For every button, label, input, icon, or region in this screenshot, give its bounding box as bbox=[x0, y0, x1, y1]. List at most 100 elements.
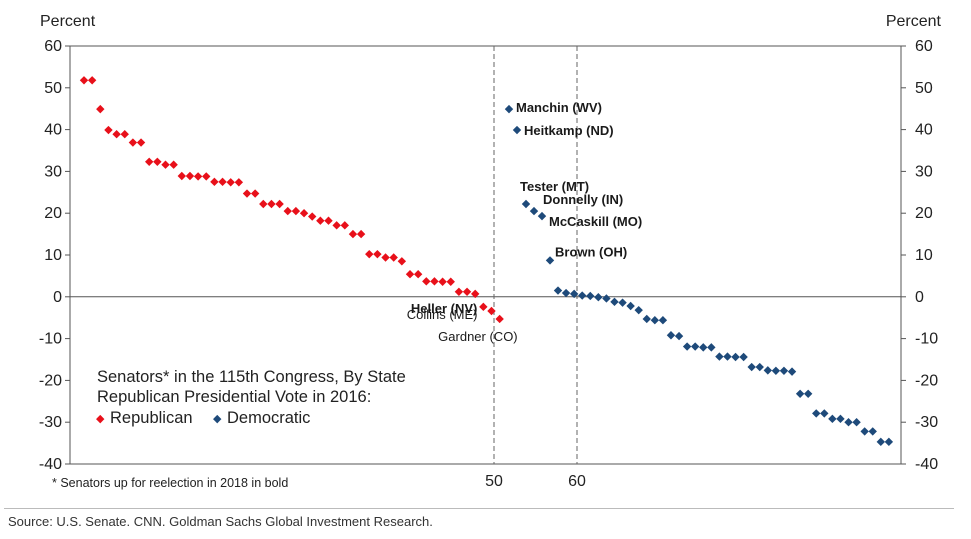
republican-point bbox=[389, 253, 398, 262]
republican-point bbox=[275, 199, 284, 209]
republican-point bbox=[316, 216, 325, 225]
senator-label: Tester (MT) bbox=[520, 179, 589, 194]
democratic-point bbox=[512, 125, 522, 135]
republican-point bbox=[340, 221, 349, 230]
right-tick-label: 20 bbox=[915, 205, 933, 222]
legend-democratic-label: Democratic bbox=[227, 409, 310, 427]
left-tick-label: 0 bbox=[53, 289, 62, 306]
left-tick-label: -20 bbox=[39, 372, 62, 389]
democratic-point bbox=[529, 206, 539, 216]
republican-point bbox=[299, 209, 309, 218]
senator-label: Heller (NV) bbox=[411, 301, 477, 316]
democratic-point bbox=[602, 294, 611, 303]
legend-democratic-marker: ◆ bbox=[213, 413, 222, 425]
republican-point bbox=[250, 189, 260, 198]
republican-point bbox=[145, 157, 154, 166]
republican-point bbox=[438, 277, 447, 286]
right-tick-label: -10 bbox=[915, 331, 938, 348]
left-tick-label: -30 bbox=[39, 414, 62, 431]
democratic-point bbox=[771, 366, 781, 375]
democratic-point bbox=[545, 256, 555, 265]
republican-point bbox=[161, 160, 170, 169]
republican-point bbox=[259, 199, 268, 209]
democratic-point bbox=[618, 298, 627, 307]
republican-point bbox=[430, 277, 439, 286]
republican-point bbox=[308, 212, 317, 221]
democratic-point bbox=[731, 352, 740, 362]
left-tick-label: 60 bbox=[44, 38, 62, 55]
republican-point bbox=[136, 138, 146, 147]
democratic-point bbox=[884, 437, 894, 447]
legend-title-line2: Republican Presidential Vote in 2016: bbox=[97, 388, 371, 406]
republican-point bbox=[405, 270, 415, 279]
democratic-point bbox=[658, 316, 668, 325]
senator-labels: Manchin (WV) Heitkamp (ND) Tester (MT)Donn… bbox=[407, 100, 642, 344]
democratic-point bbox=[715, 352, 724, 361]
democratic-point bbox=[610, 297, 619, 307]
republican-point bbox=[462, 287, 472, 296]
democratic-point bbox=[699, 343, 708, 352]
democratic-point bbox=[852, 418, 861, 427]
republican-point bbox=[128, 138, 138, 147]
republican-point bbox=[422, 277, 431, 286]
right-tick-label: 10 bbox=[915, 247, 933, 264]
republican-point bbox=[324, 216, 333, 225]
republican-point bbox=[495, 314, 504, 324]
left-tick-label: 40 bbox=[44, 122, 62, 139]
republican-point bbox=[397, 257, 407, 266]
senator-label: Donnelly (IN) bbox=[543, 192, 623, 207]
right-tick-label: 60 bbox=[915, 38, 933, 55]
republican-point bbox=[226, 178, 235, 187]
republican-point bbox=[202, 172, 211, 181]
democratic-point bbox=[537, 211, 547, 221]
republican-point bbox=[177, 171, 186, 181]
republican-point bbox=[79, 76, 89, 85]
republican-point bbox=[446, 277, 455, 286]
democratic-point bbox=[812, 409, 821, 418]
republican-point bbox=[112, 129, 121, 139]
senator-label: Collins (ME) bbox=[407, 307, 478, 322]
senator-label: McCaskill (MO) bbox=[549, 214, 642, 229]
democratic-point bbox=[844, 418, 853, 427]
republican-point bbox=[348, 229, 358, 239]
right-tick-label: 0 bbox=[915, 289, 924, 306]
democratic-point bbox=[594, 293, 603, 302]
democratic-point bbox=[763, 366, 773, 375]
footnote: * Senators up for reelection in 2018 in … bbox=[52, 476, 288, 490]
democratic-point bbox=[779, 366, 789, 375]
democratic-point bbox=[747, 362, 756, 372]
republican-point bbox=[218, 177, 227, 187]
left-tick-label: -40 bbox=[39, 456, 62, 473]
democratic-point bbox=[634, 305, 643, 315]
democratic-point bbox=[739, 352, 748, 362]
senator-label: Brown (OH) bbox=[555, 244, 627, 259]
republican-point bbox=[283, 206, 292, 216]
right-tick-label: -40 bbox=[915, 456, 938, 473]
democratic-point bbox=[650, 316, 660, 325]
republican-point bbox=[242, 189, 252, 198]
source-divider bbox=[4, 508, 954, 509]
republican-point bbox=[120, 129, 129, 139]
x-tick-label: 50 bbox=[485, 473, 503, 490]
left-axis: 60 50 40 30 20 10 0 -10 -20 -30 -40 bbox=[39, 38, 70, 473]
democratic-point bbox=[553, 286, 563, 295]
left-axis-title: Percent bbox=[40, 13, 96, 30]
democratic-point bbox=[876, 437, 885, 447]
x-tick-label: 60 bbox=[568, 473, 586, 490]
democratic-point bbox=[723, 352, 732, 361]
senator-label: Heitkamp (ND) bbox=[524, 123, 614, 138]
democratic-point bbox=[642, 314, 651, 324]
republican-point bbox=[479, 302, 488, 312]
democratic-point bbox=[521, 199, 531, 209]
democratic-point bbox=[820, 409, 829, 418]
republican-point bbox=[471, 289, 480, 299]
republican-point bbox=[185, 171, 195, 181]
left-tick-label: 30 bbox=[44, 163, 62, 180]
republican-point bbox=[267, 199, 276, 209]
senator-label: Gardner (CO) bbox=[438, 329, 517, 344]
left-tick-label: 50 bbox=[44, 80, 62, 97]
right-tick-label: 50 bbox=[915, 80, 933, 97]
democratic-point bbox=[836, 414, 845, 424]
democratic-point bbox=[828, 414, 837, 424]
democratic-point bbox=[586, 291, 595, 301]
